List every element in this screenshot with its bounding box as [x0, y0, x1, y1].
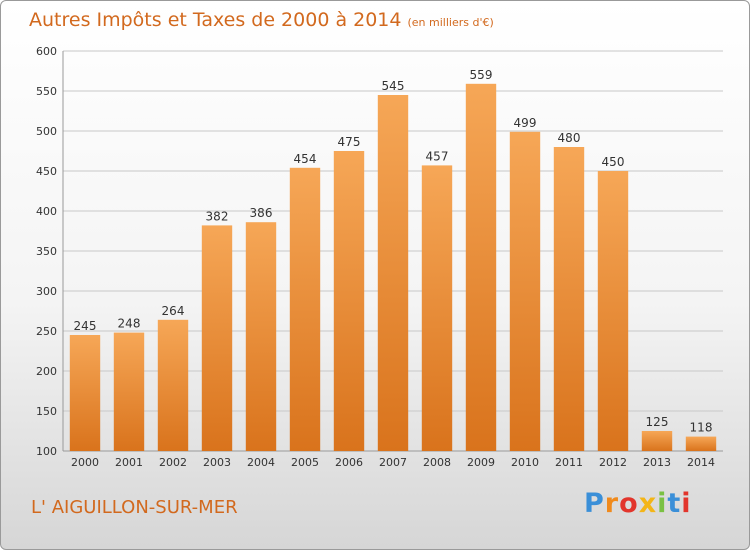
logo-letter: i — [657, 488, 668, 519]
axes: 100 150 200 250 300 350 400 450 500 550 600 2000 200… — [36, 45, 723, 469]
x-tick-label: 2005 — [291, 456, 319, 469]
chart-title: Autres Impôts et Taxes de 2000 à 2014 (en… — [29, 9, 494, 31]
y-tick-label: 100 — [36, 445, 57, 458]
value-label: 480 — [558, 131, 581, 145]
y-tick-label: 400 — [36, 205, 57, 218]
bar — [201, 225, 233, 451]
bar — [157, 319, 189, 451]
value-label: 245 — [74, 319, 97, 333]
y-tick-label: 150 — [36, 405, 57, 418]
x-tick-label: 2013 — [643, 456, 671, 469]
x-tick-label: 2006 — [335, 456, 363, 469]
x-tick-label: 2003 — [203, 456, 231, 469]
bar — [509, 131, 541, 452]
value-label: 545 — [382, 79, 405, 93]
bar — [289, 167, 321, 452]
bar — [465, 83, 497, 452]
value-label: 264 — [162, 304, 185, 318]
bar — [69, 335, 101, 451]
logo-letter: o — [619, 488, 639, 519]
bar — [553, 147, 585, 451]
bar — [641, 431, 673, 451]
bar — [113, 332, 145, 451]
x-tick-label: 2000 — [71, 456, 99, 469]
bar — [685, 436, 717, 451]
value-label: 559 — [470, 68, 493, 82]
proxiti-logo: Proxiti — [584, 488, 692, 519]
x-tick-label: 2002 — [159, 456, 187, 469]
y-tick-label: 600 — [36, 45, 57, 58]
y-tick-label: 550 — [36, 85, 57, 98]
y-tick-label: 200 — [36, 365, 57, 378]
value-label: 118 — [690, 421, 713, 435]
x-tick-label: 2008 — [423, 456, 451, 469]
bars — [69, 83, 717, 452]
y-tick-label: 350 — [36, 245, 57, 258]
logo-letter: i — [681, 488, 692, 519]
x-tick-label: 2009 — [467, 456, 495, 469]
logo-letter: t — [667, 488, 682, 519]
value-label: 499 — [514, 116, 537, 130]
bar — [333, 151, 365, 451]
x-tick-label: 2004 — [247, 456, 275, 469]
value-label: 125 — [646, 415, 669, 429]
y-tick-label: 300 — [36, 285, 57, 298]
value-label: 450 — [602, 155, 625, 169]
y-tick-label: 450 — [36, 165, 57, 178]
value-label: 248 — [118, 317, 141, 331]
x-tick-label: 2014 — [687, 456, 715, 469]
value-label: 382 — [206, 209, 229, 223]
bar — [597, 171, 629, 451]
logo-letter: P — [584, 488, 605, 519]
value-label: 457 — [426, 149, 449, 163]
x-tick-label: 2001 — [115, 456, 143, 469]
value-labels: 245 248 264 382 386 454 475 545 457 559 499 480 450 1… — [74, 68, 713, 435]
y-tick-label: 500 — [36, 125, 57, 138]
commune-name: L' AIGUILLON-SUR-MER — [31, 497, 238, 518]
x-tick-label: 2012 — [599, 456, 627, 469]
value-label: 454 — [294, 152, 317, 166]
x-tick-label: 2011 — [555, 456, 583, 469]
x-tick-label: 2007 — [379, 456, 407, 469]
bar — [245, 222, 277, 451]
y-tick-label: 250 — [36, 325, 57, 338]
value-label: 475 — [338, 135, 361, 149]
x-tick-label: 2010 — [511, 456, 539, 469]
title-unit: (en milliers d'€) — [407, 16, 494, 29]
value-label: 386 — [250, 206, 273, 220]
title-text: Autres Impôts et Taxes de 2000 à 2014 — [29, 9, 402, 31]
logo-letter: x — [638, 488, 658, 519]
bar — [377, 95, 409, 451]
bar — [421, 165, 453, 451]
logo-letter: r — [604, 488, 620, 519]
